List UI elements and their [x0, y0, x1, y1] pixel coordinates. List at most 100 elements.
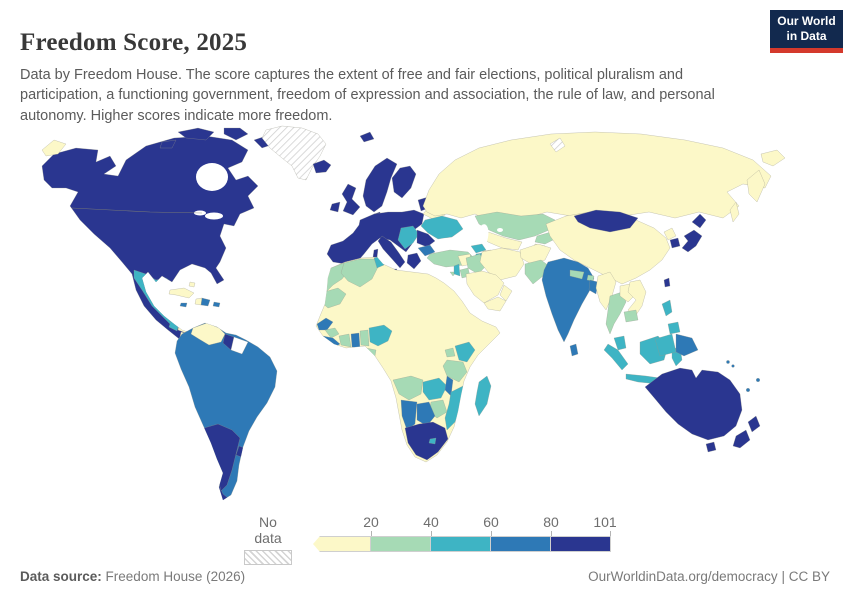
country-north-korea[interactable]: [663, 227, 677, 241]
legend-tick-80: 80: [543, 514, 559, 530]
country-zambia[interactable]: [422, 377, 448, 401]
owid-logo[interactable]: Our World in Data: [770, 10, 843, 53]
footer-license[interactable]: CC BY: [788, 569, 830, 584]
country-russia[interactable]: [422, 131, 786, 221]
legend-segment-40-60[interactable]: [431, 536, 492, 552]
country-guinea[interactable]: [324, 327, 340, 339]
country-yemen[interactable]: [483, 296, 507, 312]
country-kenya[interactable]: [454, 341, 476, 363]
country-madagascar[interactable]: [474, 375, 492, 417]
country-greece[interactable]: [406, 252, 422, 270]
owid-logo-box: Our World in Data: [770, 10, 843, 48]
country-afghanistan[interactable]: [519, 243, 552, 265]
country-georgia[interactable]: [470, 243, 487, 254]
country-iran[interactable]: [479, 247, 525, 281]
country-dominican-republic[interactable]: [200, 297, 211, 307]
country-western-europe[interactable]: [326, 209, 425, 265]
country-israel[interactable]: [453, 263, 461, 277]
owid-logo-line2: in Data: [786, 29, 827, 43]
legend-tick-101: 101: [593, 514, 617, 530]
legend-tick-marks: [313, 531, 611, 536]
country-suriname[interactable]: [230, 336, 249, 355]
legend-segment-20-40[interactable]: [371, 536, 432, 552]
map-legend: No data 20 40 60 80 101: [244, 514, 624, 565]
country-senegal[interactable]: [316, 317, 334, 331]
legend-color-segments: [313, 536, 612, 552]
country-svalbard[interactable]: [359, 131, 375, 143]
country-sri-lanka[interactable]: [569, 343, 579, 357]
country-pacific-islands[interactable]: [726, 360, 761, 393]
country-tasmania[interactable]: [705, 441, 717, 453]
aral-sea: [497, 228, 503, 232]
country-jamaica[interactable]: [179, 302, 188, 308]
legend-no-data-label: No data: [254, 514, 282, 546]
country-algeria[interactable]: [340, 258, 379, 288]
country-philippines[interactable]: [661, 299, 681, 335]
country-ireland[interactable]: [329, 201, 341, 213]
country-greenland[interactable]: [261, 125, 327, 181]
country-gabon[interactable]: [364, 347, 377, 363]
country-italy[interactable]: [377, 235, 406, 269]
country-ivory-coast[interactable]: [338, 333, 352, 348]
page-subtitle: Data by Freedom House. The score capture…: [20, 66, 715, 124]
world-map: [30, 122, 790, 502]
country-japan[interactable]: [681, 213, 707, 253]
country-western-balkans[interactable]: [397, 225, 420, 250]
country-new-zealand[interactable]: [732, 415, 761, 449]
country-australia[interactable]: [644, 367, 743, 441]
country-nigeria[interactable]: [368, 324, 393, 347]
country-ukraine[interactable]: [420, 215, 464, 240]
legend-segment-under-20[interactable]: [313, 536, 372, 552]
footer-link[interactable]: OurWorldinData.org/democracy: [588, 569, 778, 584]
country-cuba[interactable]: [168, 287, 195, 299]
country-mongolia[interactable]: [573, 209, 639, 233]
legend-bar: 20 40 60 80 101: [313, 514, 617, 552]
country-iceland[interactable]: [312, 159, 332, 174]
country-finland[interactable]: [391, 165, 417, 199]
country-bulgaria[interactable]: [417, 244, 436, 257]
country-novaya-zemlya[interactable]: [549, 137, 566, 153]
country-india[interactable]: [541, 257, 595, 343]
us-canada-border: [71, 207, 203, 214]
legend-segment-60-80[interactable]: [491, 536, 552, 552]
country-bahamas[interactable]: [188, 281, 196, 288]
country-botswana[interactable]: [416, 401, 436, 427]
country-angola[interactable]: [392, 375, 424, 401]
country-puerto-rico[interactable]: [212, 301, 221, 308]
footer-source-value: Freedom House (2026): [105, 569, 246, 584]
country-ghana[interactable]: [350, 332, 361, 349]
country-canada-usa[interactable]: [41, 135, 259, 354]
country-papua-new-guinea[interactable]: [675, 333, 699, 357]
legend-segment-80-101[interactable]: [551, 536, 612, 552]
country-oman[interactable]: [499, 284, 513, 302]
legend-tick-labels: 20 40 60 80 101: [313, 514, 616, 531]
country-nepal[interactable]: [569, 269, 585, 280]
country-bangladesh[interactable]: [588, 279, 599, 295]
country-south-korea[interactable]: [669, 237, 681, 249]
country-togo-benin[interactable]: [359, 329, 370, 347]
legend-no-data-swatch[interactable]: [244, 550, 292, 565]
country-cambodia[interactable]: [623, 309, 639, 323]
country-romania[interactable]: [416, 229, 436, 248]
caspian-sea: [475, 224, 489, 250]
country-sardinia[interactable]: [372, 248, 379, 259]
country-south-africa[interactable]: [404, 421, 449, 461]
country-taiwan[interactable]: [663, 277, 671, 288]
country-saudi-arabia[interactable]: [465, 270, 505, 304]
country-uganda[interactable]: [444, 347, 456, 358]
country-tanzania[interactable]: [442, 359, 468, 383]
page-title: Freedom Score, 2025: [20, 28, 248, 56]
country-russia-chukotka[interactable]: [41, 139, 67, 157]
country-sakhalin[interactable]: [729, 201, 740, 223]
footer-separator: |: [781, 569, 785, 584]
footer-attribution: OurWorldinData.org/democracy | CC BY: [588, 569, 830, 584]
country-united-kingdom[interactable]: [341, 183, 361, 216]
country-lesotho[interactable]: [428, 437, 437, 445]
great-lakes: [205, 212, 223, 220]
country-norway-sweden[interactable]: [362, 157, 398, 213]
legend-no-data[interactable]: No data: [244, 514, 292, 565]
owid-logo-line1: Our World: [777, 14, 836, 28]
country-malaysia[interactable]: [613, 335, 627, 351]
legend-tick-40: 40: [423, 514, 439, 530]
black-sea: [435, 238, 461, 248]
